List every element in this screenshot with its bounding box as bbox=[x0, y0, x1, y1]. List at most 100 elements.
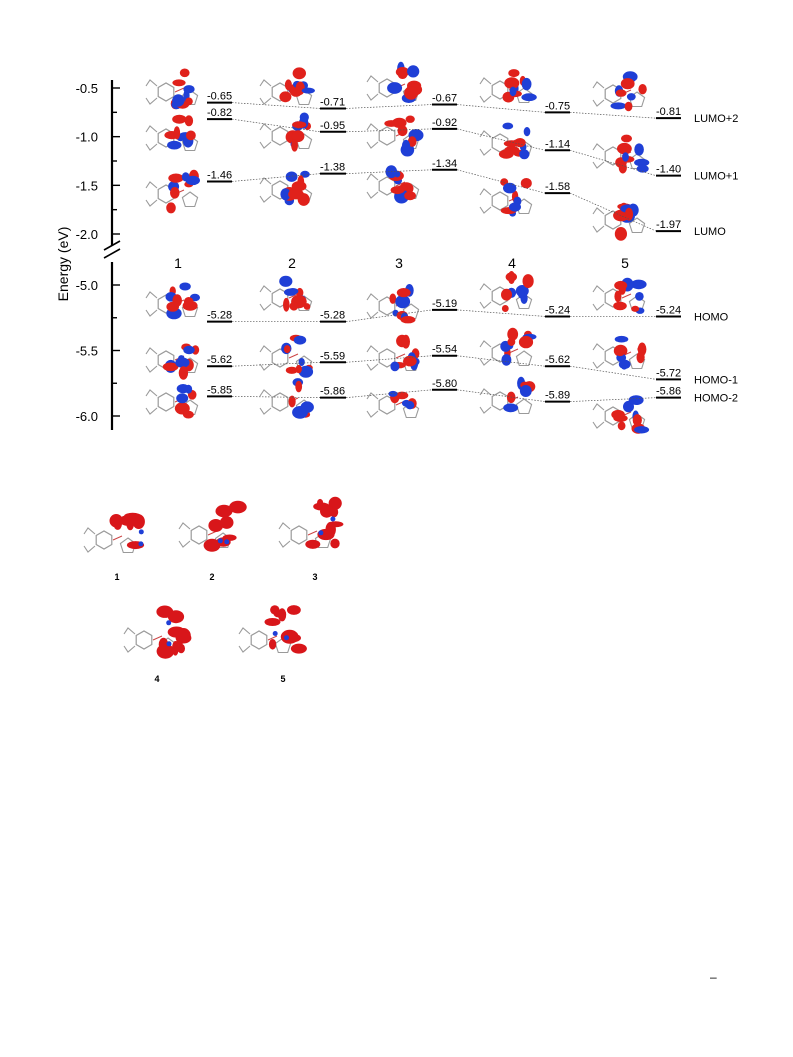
orbital-lobe-positive bbox=[636, 351, 645, 364]
molecule-branch bbox=[259, 285, 272, 293]
orbital-image-HOMO-1-4 bbox=[479, 327, 537, 367]
molecule-branch bbox=[83, 527, 96, 535]
orbital-image-LUMO+1-5 bbox=[592, 134, 650, 174]
spin-density-negative-lobe bbox=[166, 620, 172, 626]
spin-density-negative-lobe bbox=[318, 530, 324, 536]
orbital-lobe-negative bbox=[175, 357, 190, 368]
orbital-lobe-positive bbox=[617, 142, 632, 155]
level-value-label: -0.65 bbox=[207, 91, 232, 103]
orbital-image-LUMO+1-3 bbox=[366, 115, 424, 157]
orbital-image-LUMO+1-2 bbox=[259, 112, 313, 152]
spin-density-lobe bbox=[264, 618, 281, 626]
spin-density-negative-lobe bbox=[217, 538, 223, 544]
molecule-branch bbox=[479, 95, 492, 103]
molecule-branch bbox=[479, 301, 492, 309]
spin-density-negative-lobe bbox=[138, 529, 144, 535]
molecule-branch bbox=[123, 627, 136, 635]
orbital-lobe-positive bbox=[289, 301, 299, 311]
level-value-label: -5.86 bbox=[320, 386, 345, 398]
molecule-branch bbox=[479, 77, 492, 85]
compound-label-4: 4 bbox=[508, 255, 516, 271]
level-connector bbox=[231, 102, 321, 109]
spin-density-lobe bbox=[325, 521, 336, 538]
orbital-lobe-positive bbox=[631, 305, 640, 312]
molecule-ring bbox=[378, 126, 396, 146]
orbital-lobe-positive bbox=[404, 191, 416, 201]
spin-density-label-1: 1 bbox=[114, 572, 119, 582]
orbital-lobe-negative bbox=[523, 127, 531, 137]
orbital-image-HOMO-1-3 bbox=[366, 334, 420, 372]
level-value-label: -5.86 bbox=[656, 386, 681, 398]
compound-label-1: 1 bbox=[174, 255, 182, 271]
spin-density-label-3: 3 bbox=[312, 572, 317, 582]
level-value-label: -5.28 bbox=[207, 310, 232, 322]
orbital-lobe-positive bbox=[615, 345, 626, 357]
molecule-bond bbox=[267, 635, 278, 641]
orbital-image-HOMO-2-1 bbox=[145, 384, 199, 419]
level-value-label: -1.14 bbox=[545, 138, 570, 150]
level-value-label: -5.19 bbox=[432, 298, 457, 310]
orbital-lobe-positive bbox=[184, 115, 194, 127]
level-value-label: -5.62 bbox=[545, 354, 570, 366]
level-value-label: -0.75 bbox=[545, 100, 570, 112]
molecule-ring bbox=[515, 293, 533, 310]
orbital-lobe-negative bbox=[298, 358, 305, 366]
orbital-image-HOMO-2-2 bbox=[259, 378, 314, 419]
orbital-image-HOMO-2-5 bbox=[592, 395, 650, 434]
orbital-lobe-positive bbox=[637, 345, 646, 353]
molecule-branch bbox=[592, 403, 605, 411]
molecule-branch bbox=[123, 645, 136, 653]
orbital-image-LUMO+1-4 bbox=[479, 122, 533, 160]
orbital-lobe-negative bbox=[176, 393, 189, 404]
molecule-branch bbox=[278, 522, 291, 530]
molecule-branch bbox=[366, 141, 379, 149]
compound-label-2: 2 bbox=[288, 255, 296, 271]
spin-density-lobe bbox=[177, 643, 185, 654]
level-connector bbox=[569, 192, 657, 232]
molecule-bond bbox=[152, 635, 163, 641]
molecule-branch bbox=[366, 123, 379, 131]
spin-density-lobe bbox=[328, 496, 342, 510]
orbital-image-LUMO+2-5 bbox=[592, 71, 647, 112]
molecule-ring bbox=[628, 217, 646, 234]
orbital-lobe-negative bbox=[172, 94, 185, 107]
spin-density-lobe bbox=[215, 504, 233, 518]
molecule-branch bbox=[83, 545, 96, 553]
orbital-lobe-negative bbox=[293, 335, 307, 345]
molecule-branch bbox=[366, 363, 379, 371]
level-connector bbox=[345, 169, 433, 175]
orbital-lobe-negative bbox=[628, 395, 644, 405]
level-value-label: -5.59 bbox=[320, 350, 345, 362]
molecule-branch bbox=[238, 645, 251, 653]
molecule-branch bbox=[366, 93, 379, 101]
orbital-lobe-positive bbox=[504, 77, 520, 89]
spin-density-structure-4: 4 bbox=[123, 605, 192, 684]
spin-density-lobe bbox=[287, 605, 301, 615]
molecule-ring bbox=[515, 398, 533, 415]
molecule-branch bbox=[145, 125, 158, 133]
molecule-branch bbox=[479, 188, 492, 196]
orbital-lobe-positive bbox=[405, 115, 415, 123]
molecule-branch bbox=[479, 388, 492, 396]
level-connector bbox=[569, 365, 657, 380]
orbital-lobe-negative bbox=[183, 345, 195, 355]
molecule-branch bbox=[366, 345, 379, 353]
orbital-lobe-positive bbox=[285, 366, 298, 374]
orbital-lobe-negative bbox=[300, 170, 310, 178]
orbital-lobe-positive bbox=[507, 327, 519, 341]
spin-density-lobe bbox=[119, 515, 136, 526]
y-tick-label: -1.5 bbox=[76, 178, 98, 193]
orbital-image-LUMO+2-2 bbox=[259, 67, 315, 106]
orbital-lobe-positive bbox=[514, 138, 526, 148]
spin-density-negative-lobe bbox=[284, 635, 289, 641]
molecule-branch bbox=[238, 627, 251, 635]
orbital-lobe-positive bbox=[292, 121, 307, 129]
spin-density-figure: 1 2 3 4 5 bbox=[83, 496, 344, 684]
molecule-branch bbox=[259, 345, 272, 353]
spin-density-structure-3: 3 bbox=[278, 496, 344, 582]
molecule-branch bbox=[479, 148, 492, 156]
orbital-lobe-positive bbox=[162, 362, 179, 372]
spin-density-negative-lobe bbox=[224, 539, 230, 545]
orbital-lobe-positive bbox=[172, 294, 182, 307]
